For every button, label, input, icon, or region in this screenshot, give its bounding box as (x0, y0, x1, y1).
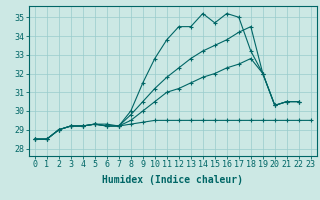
X-axis label: Humidex (Indice chaleur): Humidex (Indice chaleur) (102, 175, 243, 185)
